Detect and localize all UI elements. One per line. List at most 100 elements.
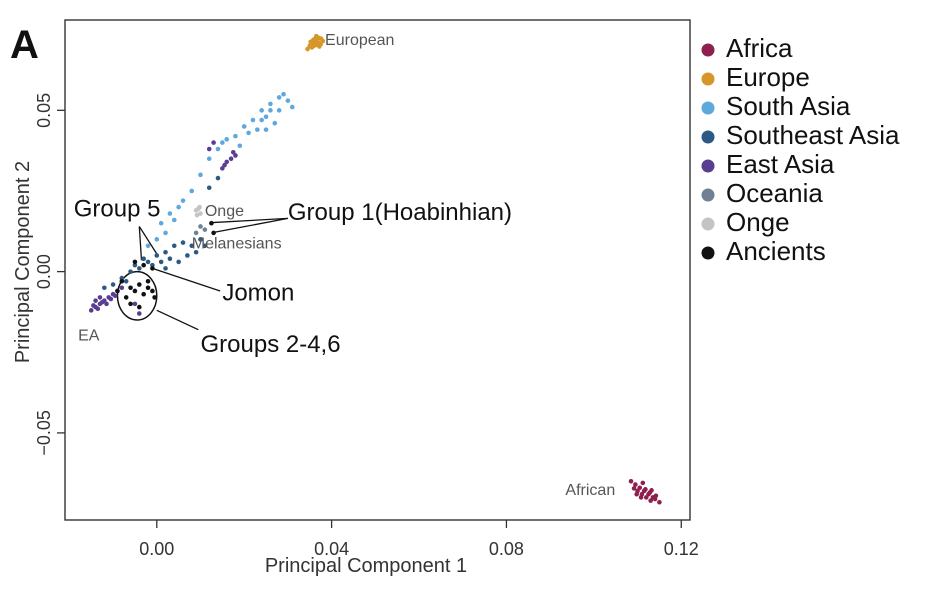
point-south-asia — [154, 237, 160, 242]
point-east-asia — [224, 159, 230, 165]
point-ancients — [211, 230, 216, 236]
point-africa — [653, 493, 659, 499]
leader-line — [138, 226, 143, 261]
point-ancients — [123, 295, 129, 300]
point-ancients — [119, 278, 125, 284]
annotation-label: Group 5 — [74, 196, 161, 223]
point-east-asia — [95, 306, 101, 312]
y-tick-label: 0.05 — [34, 93, 54, 128]
point-east-asia — [233, 153, 238, 158]
panel-label: A — [10, 23, 39, 67]
point-oceania — [198, 224, 203, 229]
point-ancients — [128, 285, 133, 291]
point-east-asia — [222, 162, 227, 168]
point-southeast-asia — [198, 237, 203, 242]
point-south-asia — [289, 104, 295, 110]
point-southeast-asia — [141, 256, 146, 262]
point-southeast-asia — [137, 266, 142, 271]
annotation-label: European — [325, 32, 394, 49]
point-east-asia — [206, 146, 212, 152]
point-south-asia — [255, 127, 260, 132]
point-southeast-asia — [163, 249, 168, 255]
point-onge — [198, 211, 203, 216]
point-south-asia — [224, 137, 230, 142]
point-ancients — [145, 285, 151, 291]
point-south-asia — [145, 243, 151, 249]
legend-marker-ancients — [701, 246, 715, 260]
x-axis-label: Principal Component 1 — [265, 555, 467, 577]
annotation-label: EA — [78, 327, 100, 344]
annotation-leader-lines — [138, 217, 289, 331]
point-southeast-asia — [119, 275, 125, 281]
point-southeast-asia — [167, 256, 173, 262]
point-africa — [628, 478, 634, 484]
point-europe — [305, 46, 310, 52]
point-southeast-asia — [206, 185, 212, 191]
point-east-asia — [104, 301, 109, 307]
legend-label-europe: Europe — [726, 62, 810, 92]
point-east-asia — [108, 296, 114, 302]
x-tick-label: 0.00 — [139, 539, 174, 559]
point-south-asia — [215, 146, 221, 152]
plot-frame — [64, 19, 691, 521]
x-tick-label: 0.12 — [664, 539, 699, 559]
point-south-asia — [268, 101, 273, 107]
point-europe — [314, 33, 319, 39]
point-east-asia — [132, 301, 138, 307]
point-africa — [643, 487, 648, 492]
annotation-label: Onge — [205, 203, 244, 220]
point-east-asia — [228, 156, 234, 162]
point-east-asia — [230, 149, 236, 155]
point-southeast-asia — [110, 282, 116, 287]
point-southeast-asia — [176, 259, 181, 265]
point-africa — [649, 488, 654, 493]
point-south-asia — [158, 220, 164, 226]
point-ancients — [150, 288, 155, 294]
point-southeast-asia — [202, 243, 208, 249]
legend-label-southeast-asia: Southeast Asia — [726, 120, 900, 150]
point-east-asia — [97, 295, 103, 300]
point-southeast-asia — [102, 285, 107, 291]
legend-label-ancients: Ancients — [726, 236, 826, 266]
point-south-asia — [233, 133, 238, 139]
y-axis: 0.05 0.00 −0.05 — [34, 93, 65, 456]
point-southeast-asia — [163, 266, 168, 271]
point-south-asia — [167, 211, 173, 216]
point-east-asia — [220, 166, 225, 171]
leader-line — [152, 267, 221, 292]
point-africa — [648, 498, 653, 503]
point-ancients — [150, 266, 155, 271]
point-east-asia — [112, 293, 118, 299]
leader-line — [214, 217, 289, 233]
point-southeast-asia — [123, 278, 129, 284]
point-south-asia — [259, 108, 264, 113]
x-tick-label: 0.04 — [314, 539, 349, 559]
point-ancients — [137, 304, 142, 310]
point-ancients — [137, 282, 142, 287]
point-southeast-asia — [132, 262, 138, 268]
legend-marker-europe — [701, 72, 715, 86]
point-south-asia — [180, 198, 186, 203]
x-tick-label: 0.08 — [489, 539, 524, 559]
y-axis-label: Principal Component 2 — [12, 161, 34, 363]
point-southeast-asia — [185, 253, 190, 258]
point-south-asia — [263, 127, 269, 132]
point-south-asia — [176, 204, 181, 210]
legend-label-africa: Africa — [726, 33, 793, 63]
point-onge — [194, 212, 200, 218]
point-east-asia — [91, 303, 96, 308]
point-africa — [633, 482, 638, 487]
point-south-asia — [250, 117, 256, 123]
point-ancients — [209, 220, 214, 226]
legend-label-east-asia: East Asia — [726, 149, 835, 179]
point-europe — [312, 40, 318, 46]
point-east-asia — [119, 285, 125, 291]
legend-marker-onge — [701, 217, 715, 231]
point-africa — [634, 491, 639, 497]
legend-label-oceania: Oceania — [726, 178, 823, 208]
point-south-asia — [285, 98, 291, 103]
annotation-label: Melanesians — [192, 235, 282, 252]
point-south-asia — [241, 124, 247, 129]
